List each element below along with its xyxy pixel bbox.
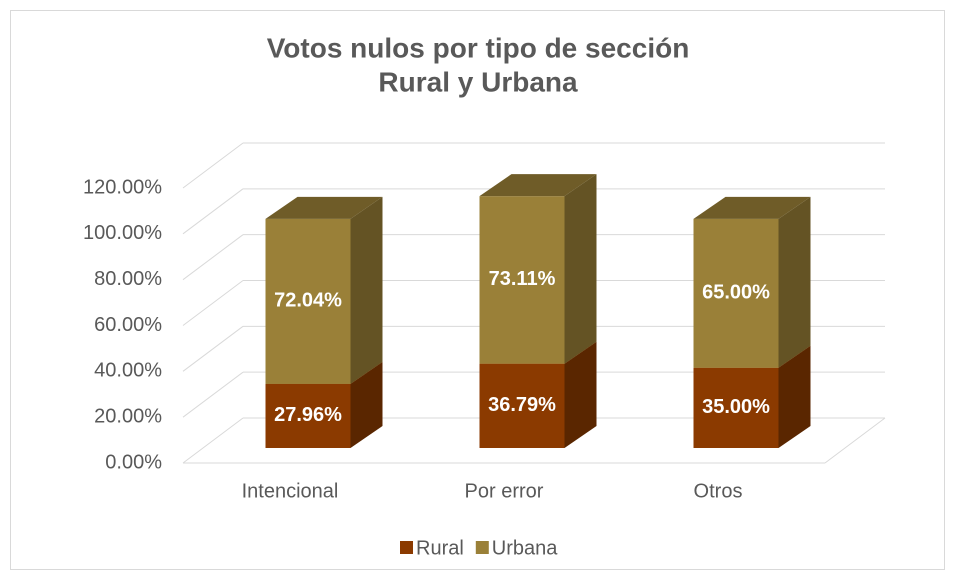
data-label: 73.11% — [489, 268, 556, 290]
chart-title: Votos nulos por tipo de sección — [267, 32, 690, 63]
legend-label: Urbana — [492, 537, 558, 559]
y-tick-label: 120.00% — [83, 176, 162, 198]
grid-line — [182, 142, 244, 189]
bar-top — [693, 196, 811, 219]
bar-side — [564, 174, 597, 364]
floor-edge — [824, 417, 886, 464]
bar — [479, 363, 565, 448]
bar-side — [350, 361, 383, 448]
bar-top — [265, 196, 383, 219]
y-tick-label: 0.00% — [105, 451, 162, 473]
grid-line — [182, 325, 244, 372]
y-tick-label: 40.00% — [94, 360, 162, 382]
chart-subtitle: Rural y Urbana — [378, 66, 578, 97]
bar — [265, 218, 351, 384]
x-tick-label: Por error — [465, 480, 544, 502]
data-label: 27.96% — [274, 404, 342, 426]
bar — [479, 196, 565, 364]
x-tick-label: Otros — [694, 480, 743, 502]
bar-side — [350, 196, 383, 384]
grid-line — [182, 371, 244, 418]
x-tick-label: Intencional — [242, 480, 339, 502]
y-tick-label: 80.00% — [94, 268, 162, 290]
data-label: 72.04% — [274, 290, 342, 312]
grid-line — [182, 417, 244, 464]
data-label: 35.00% — [702, 396, 770, 418]
bar-side — [564, 341, 597, 448]
data-label: 36.79% — [488, 394, 556, 416]
data-label: 65.00% — [702, 282, 770, 304]
legend-label: Rural — [416, 537, 464, 559]
legend-swatch — [475, 541, 489, 554]
bar-side — [778, 345, 811, 448]
grid-line — [182, 234, 244, 281]
bar — [265, 383, 351, 448]
bar-top — [479, 174, 597, 197]
bar — [693, 218, 779, 368]
legend-swatch — [400, 541, 413, 554]
bar — [693, 367, 779, 448]
grid-line — [182, 280, 244, 326]
bar-side — [778, 196, 811, 368]
y-tick-label: 60.00% — [94, 314, 162, 336]
y-tick-label: 100.00% — [83, 222, 162, 244]
grid-line — [182, 188, 244, 235]
y-tick-label: 20.00% — [94, 405, 162, 427]
